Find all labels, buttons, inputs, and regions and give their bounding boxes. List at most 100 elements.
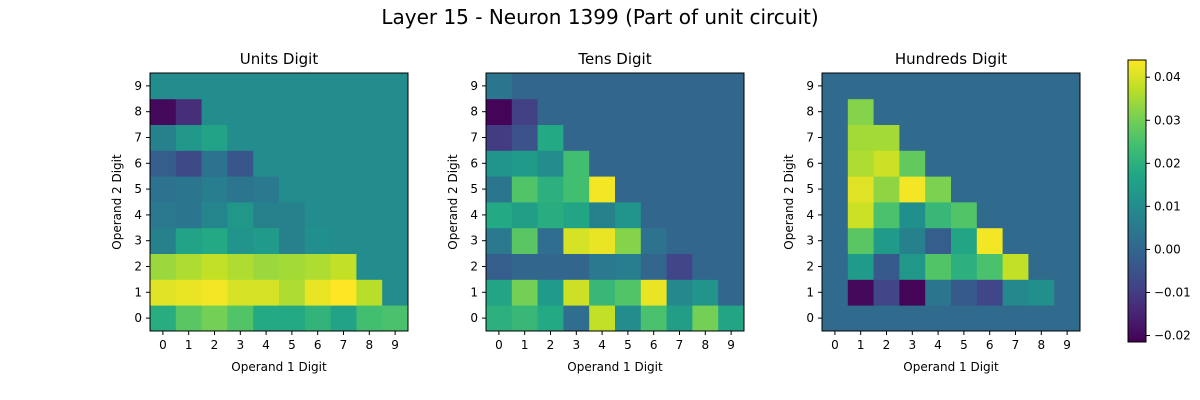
heatmap-cell <box>640 150 667 177</box>
heatmap-cell <box>873 305 900 332</box>
plot-frame <box>485 72 745 332</box>
heatmap-cell <box>976 202 1003 229</box>
x-tick-label: 3 <box>908 338 916 352</box>
heatmap-cell <box>201 150 228 177</box>
heatmap-cell <box>1002 150 1029 177</box>
heatmap-cell <box>356 124 383 151</box>
heatmap-cell <box>227 202 254 229</box>
plot-frame <box>149 72 409 332</box>
heatmap-cell <box>847 227 874 254</box>
heatmap-cell <box>615 73 642 100</box>
heatmap-2: Tens Digit 0 1 2 3 4 5 6 7 8 9 0 1 2 3 4 5 6 7 8 9 Operand 1 … <box>446 50 745 374</box>
heatmap-cell <box>356 73 383 100</box>
colorbar-tick-label: 0.00 <box>1154 242 1181 256</box>
heatmap-cell <box>563 202 590 229</box>
heatmap-cell <box>822 150 849 177</box>
heatmap-cell <box>589 176 616 203</box>
heatmap-cell <box>382 227 409 254</box>
heatmap-cell <box>822 305 849 332</box>
heatmap-cell <box>1002 227 1029 254</box>
colorbar-tick-label: 0.04 <box>1154 70 1181 84</box>
y-tick-label: 4 <box>134 208 142 222</box>
x-tick-label: 9 <box>391 338 399 352</box>
x-tick-label: 0 <box>159 338 167 352</box>
heatmap-cell <box>666 227 693 254</box>
heatmap-cell <box>356 305 383 332</box>
heatmap-cell <box>925 124 952 151</box>
heatmap-cell <box>330 124 357 151</box>
heatmap-cell <box>925 253 952 280</box>
heatmap-cell <box>486 150 513 177</box>
x-axis-label: Operand 1 Digit <box>567 360 663 374</box>
heatmap-cell <box>976 124 1003 151</box>
heatmap-cell <box>899 150 926 177</box>
heatmap-cell <box>356 150 383 177</box>
heatmap-cell <box>847 305 874 332</box>
heatmap-cell <box>253 150 280 177</box>
heatmap-cell <box>589 253 616 280</box>
heatmap-cell <box>951 98 978 125</box>
heatmap-cell <box>976 150 1003 177</box>
heatmap-cell <box>718 176 745 203</box>
heatmap-cell <box>150 279 177 306</box>
heatmap-cell <box>511 176 538 203</box>
heatmap-cell <box>1002 305 1029 332</box>
heatmap-cell <box>718 227 745 254</box>
heatmap-cell <box>201 227 228 254</box>
heatmap-cell <box>304 73 331 100</box>
heatmap-cell <box>925 176 952 203</box>
heatmap-cell <box>589 279 616 306</box>
heatmap-cell <box>201 279 228 306</box>
heatmap-cell <box>847 202 874 229</box>
heatmap-cell <box>1002 98 1029 125</box>
heatmap-cell <box>692 305 719 332</box>
heatmap-cell <box>537 73 564 100</box>
heatmap-cell <box>951 253 978 280</box>
heatmap-cell <box>150 150 177 177</box>
y-tick-label: 0 <box>470 311 478 325</box>
heatmap-cell <box>279 227 306 254</box>
heatmap-cell <box>563 253 590 280</box>
heatmap-cell <box>537 176 564 203</box>
x-tick-label: 4 <box>934 338 942 352</box>
y-tick-label: 8 <box>134 105 142 119</box>
heatmap-cell <box>227 279 254 306</box>
heatmap-cell <box>666 305 693 332</box>
y-tick-label: 9 <box>134 79 142 93</box>
heatmap-cell <box>537 279 564 306</box>
heatmap-cell <box>253 73 280 100</box>
panel-title: Units Digit <box>240 50 319 68</box>
x-tick-label: 9 <box>1063 338 1071 352</box>
heatmap-cell <box>486 202 513 229</box>
y-tick-label: 2 <box>134 260 142 274</box>
y-tick-label: 0 <box>806 311 814 325</box>
heatmap-cell <box>925 73 952 100</box>
heatmap-cell <box>304 305 331 332</box>
heatmap-cell <box>1054 98 1081 125</box>
heatmap-cell <box>382 253 409 280</box>
heatmap-cell <box>1028 73 1055 100</box>
heatmap-cell <box>382 124 409 151</box>
heatmap-cell <box>330 227 357 254</box>
heatmap-cell <box>822 176 849 203</box>
heatmap-cell <box>976 279 1003 306</box>
heatmap-cell <box>511 305 538 332</box>
heatmap-cell <box>511 253 538 280</box>
heatmap-cell <box>227 73 254 100</box>
heatmap-cell <box>951 176 978 203</box>
figure-title: Layer 15 - Neuron 1399 (Part of unit cir… <box>381 5 818 29</box>
heatmap-cell <box>279 279 306 306</box>
heatmap-cell <box>692 124 719 151</box>
x-axis-label: Operand 1 Digit <box>903 360 999 374</box>
x-tick-label: 2 <box>883 338 891 352</box>
heatmap-cell <box>925 98 952 125</box>
colorbar-tick-label: 0.03 <box>1154 113 1181 127</box>
y-axis-label: Operand 2 Digit <box>110 154 124 250</box>
x-tick-label: 4 <box>262 338 270 352</box>
x-tick-label: 5 <box>624 338 632 352</box>
heatmap-cell <box>899 202 926 229</box>
heatmap-cell <box>563 150 590 177</box>
heatmap-cell <box>951 150 978 177</box>
heatmap-cell <box>330 73 357 100</box>
